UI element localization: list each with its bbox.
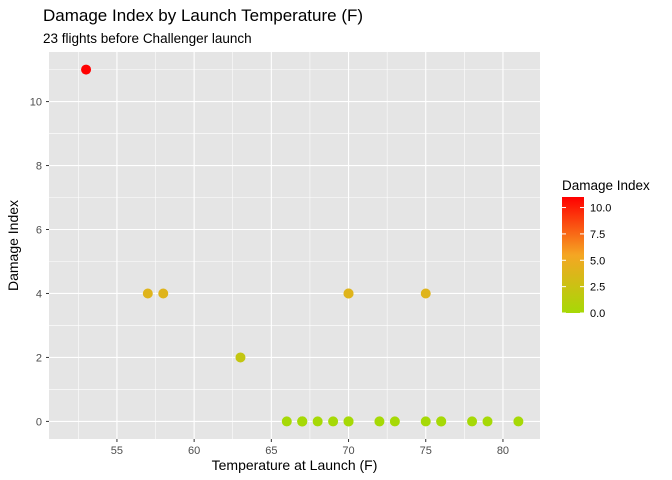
data-point — [343, 416, 354, 427]
legend: Damage Index 10.0 7.5 5.0 2.5 0.0 — [562, 178, 650, 320]
data-point — [235, 352, 246, 363]
plot-panel — [49, 52, 540, 439]
y-tick-label: 6 — [36, 225, 42, 237]
data-points — [81, 64, 524, 427]
x-tick-label: 70 — [342, 445, 354, 457]
data-point — [312, 416, 323, 427]
legend-label: 5.0 — [590, 255, 605, 267]
data-point — [436, 416, 447, 427]
data-point — [158, 288, 169, 299]
y-tick-label: 0 — [36, 416, 42, 428]
x-tick-label: 65 — [265, 445, 277, 457]
grid-lines — [49, 52, 540, 439]
legend-label: 2.5 — [590, 282, 605, 294]
chart-title: Damage Index by Launch Temperature (F) — [43, 6, 363, 25]
data-point — [297, 416, 308, 427]
y-tick-label: 2 — [36, 352, 42, 364]
x-tick-label: 55 — [111, 445, 123, 457]
y-axis-ticks: 0 2 4 6 8 10 — [30, 97, 49, 428]
data-point — [374, 416, 385, 427]
data-point — [420, 288, 431, 299]
data-point — [281, 416, 292, 427]
data-point — [343, 288, 354, 299]
legend-title: Damage Index — [562, 178, 650, 193]
data-point — [389, 416, 400, 427]
x-axis-title: Temperature at Launch (F) — [212, 457, 378, 473]
x-axis-ticks: 55 60 65 70 75 80 — [111, 439, 509, 457]
data-point — [142, 288, 153, 299]
x-tick-label: 75 — [420, 445, 432, 457]
legend-label: 0.0 — [590, 308, 605, 320]
data-point — [513, 416, 524, 427]
legend-ticks: 10.0 7.5 5.0 2.5 0.0 — [562, 203, 611, 320]
y-axis-title: Damage Index — [5, 200, 21, 291]
legend-label: 10.0 — [590, 203, 611, 215]
legend-colorbar — [562, 197, 584, 313]
data-point — [482, 416, 493, 427]
legend-label: 7.5 — [590, 229, 605, 241]
data-point — [328, 416, 339, 427]
chart-subtitle: 23 flights before Challenger launch — [43, 31, 252, 46]
x-tick-label: 80 — [497, 445, 509, 457]
data-point — [81, 64, 92, 75]
data-point — [420, 416, 431, 427]
y-tick-label: 4 — [36, 288, 42, 300]
y-tick-label: 10 — [30, 97, 42, 109]
data-point — [467, 416, 478, 427]
y-tick-label: 8 — [36, 161, 42, 173]
x-tick-label: 60 — [188, 445, 200, 457]
